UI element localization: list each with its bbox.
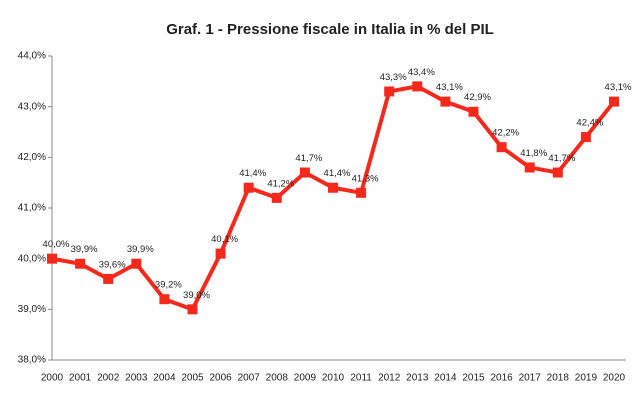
x-tick-label: 2005 (181, 373, 204, 384)
x-tick-label: 2009 (294, 373, 317, 384)
data-marker (356, 187, 367, 198)
x-tick-label: 2008 (266, 373, 289, 384)
data-marker (440, 96, 451, 107)
x-tick-label: 2020 (603, 373, 626, 384)
x-tick-label: 2016 (490, 373, 513, 384)
y-tick-label: 40,0% (18, 253, 46, 264)
x-tick-label: 2006 (209, 373, 232, 384)
data-label: 41,3% (352, 173, 379, 184)
y-tick-label: 43,0% (18, 101, 46, 112)
data-label: 41,4% (239, 168, 266, 179)
data-marker (243, 182, 254, 193)
x-tick-label: 2000 (41, 373, 64, 384)
data-marker (271, 192, 282, 203)
data-marker (299, 167, 310, 178)
y-tick-label: 41,0% (18, 203, 46, 214)
x-tick-label: 2017 (519, 373, 542, 384)
data-label: 43,1% (605, 82, 632, 93)
data-marker (187, 304, 198, 315)
data-label: 42,2% (492, 128, 519, 139)
x-tick-label: 2012 (378, 373, 401, 384)
y-tick-label: 38,0% (18, 355, 46, 366)
data-marker (131, 258, 142, 269)
data-marker (75, 258, 86, 269)
y-tick-label: 39,0% (18, 304, 46, 315)
data-label: 40,1% (211, 234, 238, 245)
x-tick-label: 2004 (153, 373, 176, 384)
x-tick-label: 2014 (434, 373, 457, 384)
x-tick-label: 2007 (238, 373, 261, 384)
data-label: 41,7% (548, 153, 575, 164)
x-tick-label: 2003 (125, 373, 148, 384)
data-label: 43,4% (408, 67, 435, 78)
data-marker (412, 81, 423, 92)
data-label: 41,7% (295, 153, 322, 164)
data-label: 39,9% (127, 244, 154, 255)
data-marker (47, 253, 57, 264)
data-label: 43,3% (380, 72, 407, 83)
x-tick-label: 2002 (97, 373, 120, 384)
y-tick-label: 42,0% (18, 152, 46, 163)
data-marker (384, 86, 395, 97)
x-tick-label: 2010 (322, 373, 345, 384)
data-marker (609, 96, 619, 107)
data-marker (159, 294, 170, 305)
data-label: 43,1% (436, 82, 463, 93)
data-label: 41,4% (324, 168, 351, 179)
data-marker (580, 132, 591, 143)
x-tick-label: 2011 (350, 373, 372, 384)
data-label: 42,4% (576, 118, 603, 129)
data-marker (103, 273, 114, 284)
x-tick-label: 2001 (69, 373, 92, 384)
chart-title: Graf. 1 - Pressione fiscale in Italia in… (166, 21, 494, 38)
data-marker (552, 167, 563, 178)
data-marker (468, 106, 479, 117)
data-label: 39,9% (71, 244, 98, 255)
data-label: 42,9% (464, 92, 491, 103)
x-tick-label: 2019 (575, 373, 598, 384)
x-tick-label: 2013 (406, 373, 429, 384)
data-label: 40,0% (43, 239, 70, 250)
data-marker (496, 142, 507, 153)
x-tick-label: 2018 (547, 373, 570, 384)
data-label: 39,0% (183, 290, 210, 301)
data-label: 41,8% (520, 148, 547, 159)
data-marker (524, 162, 535, 173)
data-marker (215, 248, 226, 259)
data-marker (328, 182, 338, 193)
x-tick-label: 2015 (462, 373, 485, 384)
y-tick-label: 44,0% (18, 51, 46, 62)
data-label: 41,2% (267, 178, 294, 189)
data-label: 39,2% (155, 280, 182, 291)
data-label: 39,6% (99, 259, 126, 270)
